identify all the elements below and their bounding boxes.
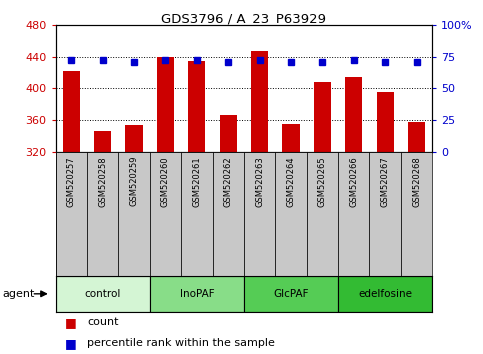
Text: GDS3796 / A_23_P63929: GDS3796 / A_23_P63929 [161, 12, 327, 25]
Bar [401, 152, 432, 276]
Bar [244, 152, 275, 276]
Bar [126, 125, 142, 152]
Bar [157, 57, 174, 152]
Bar [283, 124, 299, 152]
Text: ■: ■ [65, 337, 77, 350]
Text: GSM520262: GSM520262 [224, 156, 233, 207]
Text: GSM520259: GSM520259 [129, 156, 139, 206]
Bar [94, 131, 111, 152]
Bar [408, 122, 425, 152]
Bar [307, 152, 338, 276]
Text: GSM520268: GSM520268 [412, 156, 421, 207]
Bar [314, 82, 331, 152]
Bar [369, 152, 401, 276]
Text: GSM520264: GSM520264 [286, 156, 296, 207]
Text: GlcPAF: GlcPAF [273, 289, 309, 299]
Text: GSM520260: GSM520260 [161, 156, 170, 207]
Text: percentile rank within the sample: percentile rank within the sample [87, 338, 275, 348]
Text: GSM520266: GSM520266 [349, 156, 358, 207]
Text: control: control [85, 289, 121, 299]
Bar [220, 115, 237, 152]
Bar [63, 71, 80, 152]
Bar [150, 152, 181, 276]
Bar [377, 92, 394, 152]
Bar [56, 152, 87, 276]
Bar [118, 152, 150, 276]
Text: ■: ■ [65, 316, 77, 329]
Text: edelfosine: edelfosine [358, 289, 412, 299]
Text: InoPAF: InoPAF [180, 289, 214, 299]
Bar [244, 276, 338, 312]
Bar [188, 61, 205, 152]
Bar [213, 152, 244, 276]
Bar [345, 76, 362, 152]
Text: GSM520265: GSM520265 [318, 156, 327, 207]
Bar [181, 152, 213, 276]
Text: count: count [87, 317, 118, 327]
Bar [338, 152, 369, 276]
Bar [275, 152, 307, 276]
Bar [338, 276, 432, 312]
Text: GSM520263: GSM520263 [255, 156, 264, 207]
Text: GSM520267: GSM520267 [381, 156, 390, 207]
Bar [150, 276, 244, 312]
Bar [56, 276, 150, 312]
Text: GSM520257: GSM520257 [67, 156, 76, 207]
Text: GSM520258: GSM520258 [98, 156, 107, 207]
Bar [251, 51, 268, 152]
Text: GSM520261: GSM520261 [192, 156, 201, 207]
Bar [87, 152, 118, 276]
Text: agent: agent [2, 289, 35, 299]
